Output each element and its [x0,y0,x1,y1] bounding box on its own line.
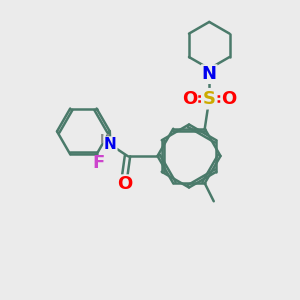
Text: N: N [202,65,217,83]
Text: H: H [100,133,110,146]
Text: S: S [203,90,216,108]
Text: N: N [104,137,117,152]
Text: O: O [182,90,197,108]
Text: O: O [117,175,132,193]
Text: O: O [221,90,236,108]
Text: F: F [92,154,104,172]
